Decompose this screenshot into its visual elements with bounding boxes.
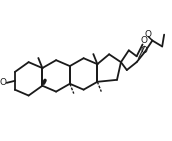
Text: O: O — [145, 30, 152, 39]
Text: O: O — [141, 46, 148, 55]
Text: O: O — [0, 78, 7, 87]
Text: O: O — [141, 36, 148, 45]
